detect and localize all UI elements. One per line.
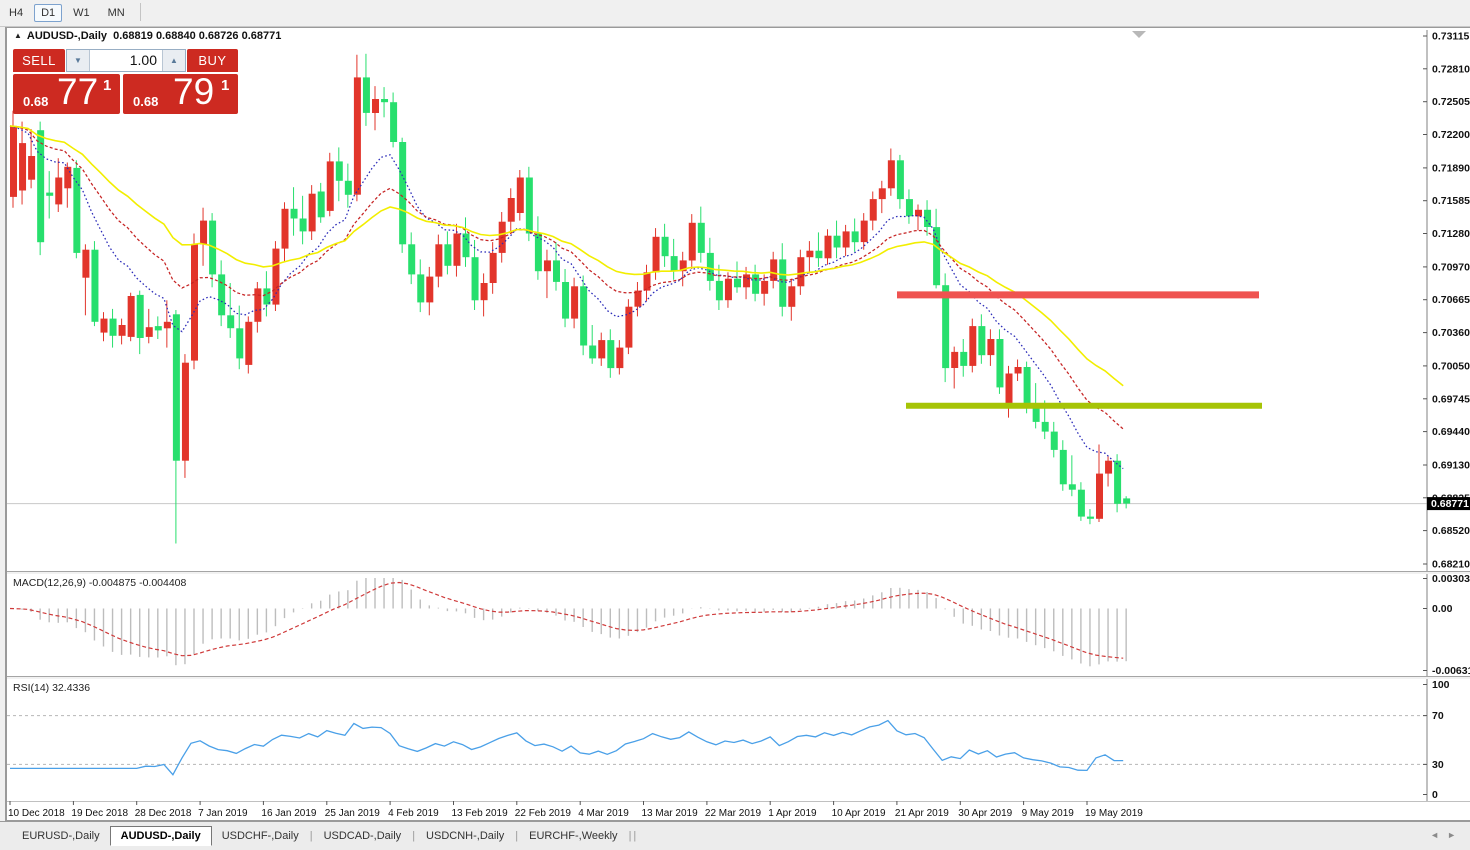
date-axis[interactable]: 10 Dec 2018 19 Dec 2018 28 Dec 2018 7 Jan 2… [7,800,1470,822]
rsi-svg: 100 70 30 0 RSI(14) 32.4336 [7,679,1450,801]
svg-text:0.69130: 0.69130 [1432,460,1470,472]
svg-text:21 Apr 2019: 21 Apr 2019 [895,808,949,819]
svg-text:9 May 2019: 9 May 2019 [1022,808,1075,819]
svg-text:4 Feb 2019: 4 Feb 2019 [388,808,439,819]
svg-text:0.70360: 0.70360 [1432,327,1470,339]
collapse-trade-panel-icon[interactable]: ▲ [14,31,22,40]
tab-scroll-left-icon[interactable]: ◄ [1430,830,1448,840]
svg-text:30 Apr 2019: 30 Apr 2019 [958,808,1012,819]
timeframe-button-d1[interactable]: D1 [34,4,63,22]
chart-title: ▲ AUDUSD-,Daily 0.68819 0.68840 0.68726 0… [14,30,281,42]
svg-text:0.68771: 0.68771 [1431,498,1469,510]
svg-text:22 Mar 2019: 22 Mar 2019 [705,808,762,819]
toolbar-separator [139,2,141,21]
svg-text:0.70970: 0.70970 [1432,261,1470,273]
main-price-pane[interactable]: 0.73115 0.72810 0.72505 0.72200 0.71890 0.715… [7,30,1470,571]
chart-symbol-label: AUDUSD-,Daily [26,30,107,42]
svg-text:0.69745: 0.69745 [1432,393,1470,405]
volume-stepper: ▼ 1.00 ▲ [66,49,186,72]
sell-price-small: 0.68 [23,94,49,109]
svg-text:100: 100 [1432,679,1450,691]
volume-up-icon[interactable]: ▲ [162,50,185,71]
svg-text:0.72810: 0.72810 [1432,63,1470,75]
svg-text:0.70665: 0.70665 [1432,294,1470,306]
svg-text:7 Jan 2019: 7 Jan 2019 [198,808,248,819]
svg-text:0.69440: 0.69440 [1432,426,1470,438]
buy-price-small: 0.68 [133,94,159,109]
symbol-tab-eurchf[interactable]: EURCHF-,Weekly [529,830,618,842]
svg-text:19 Dec 2018: 19 Dec 2018 [71,808,128,819]
svg-text:30: 30 [1432,759,1444,771]
timeframe-button-h4[interactable]: H4 [9,7,24,19]
pane-splitter[interactable] [7,571,1470,574]
chart-ohlc-values: 0.68819 0.68840 0.68726 0.68771 [113,30,282,42]
timeframe-button-mn[interactable]: MN [107,7,125,19]
tab-scroll-right-icon[interactable]: ► [1447,830,1464,840]
volume-input[interactable]: 1.00 [129,52,157,68]
rsi-indicator-pane[interactable]: 100 70 30 0 RSI(14) 32.4336 [7,679,1470,801]
tab-separator: | [628,830,632,842]
svg-text:0.73115: 0.73115 [1432,31,1470,43]
svg-text:-0.006311: -0.006311 [1432,665,1470,676]
macd-svg: 0.003035 0.00 -0.006311 MACD(12,26,9) -0.00… [9,573,1470,677]
svg-text:0.70050: 0.70050 [1432,360,1470,372]
buy-price-button[interactable]: 0.68 79 1 [123,71,238,114]
tab-separator: | [309,830,313,842]
rsi-label: RSI(14) 32.4336 [13,682,90,694]
svg-text:4 Mar 2019: 4 Mar 2019 [578,808,629,819]
svg-text:0.003035: 0.003035 [1432,574,1470,585]
svg-text:0.72505: 0.72505 [1432,96,1470,108]
candles [10,53,1131,544]
current-price-tag [1427,497,1470,511]
macd-indicator-pane[interactable]: 0.003035 0.00 -0.006311 MACD(12,26,9) -0.00… [7,573,1470,677]
price-chart-svg: 0.73115 0.72810 0.72505 0.72200 0.71890 0.715… [7,30,1470,571]
svg-text:0.68210: 0.68210 [1432,559,1470,571]
svg-text:0.00: 0.00 [1432,603,1453,615]
buy-price-big: 79 [173,71,215,112]
symbol-tab-usdcad[interactable]: USDCAD-,Daily [323,830,402,842]
svg-text:25 Jan 2019: 25 Jan 2019 [325,808,380,819]
buy-price-pip: 1 [221,77,230,94]
svg-text:0.71280: 0.71280 [1432,228,1470,240]
pane-splitter[interactable] [7,676,1470,679]
symbol-tab-audusd[interactable]: AUDUSD-,Daily [109,826,212,846]
svg-text:22 Feb 2019: 22 Feb 2019 [515,808,572,819]
chart-window[interactable]: ▲ AUDUSD-,Daily 0.68819 0.68840 0.68726 0… [5,27,1470,821]
svg-text:0: 0 [1432,789,1438,801]
svg-text:13 Feb 2019: 13 Feb 2019 [452,808,509,819]
svg-text:0.68520: 0.68520 [1432,525,1470,537]
timeframe-button-w1[interactable]: W1 [73,7,90,19]
svg-text:19 May 2019: 19 May 2019 [1085,808,1143,819]
macd-label: MACD(12,26,9) -0.004875 -0.004408 [13,577,187,589]
svg-text:1 Apr 2019: 1 Apr 2019 [768,808,817,819]
svg-text:13 Mar 2019: 13 Mar 2019 [642,808,699,819]
svg-text:0.71890: 0.71890 [1432,162,1470,174]
buy-button[interactable]: BUY [187,49,238,72]
tab-separator: | [633,830,637,842]
svg-text:28 Dec 2018: 28 Dec 2018 [135,808,192,819]
svg-text:16 Jan 2019: 16 Jan 2019 [261,808,316,819]
tab-separator: | [515,830,519,842]
svg-text:10 Dec 2018: 10 Dec 2018 [8,808,65,819]
svg-text:10 Apr 2019: 10 Apr 2019 [832,808,886,819]
timeframe-toolbar: H4 D1 W1 MN [0,0,1470,27]
chart-shift-marker-icon [1132,31,1146,38]
svg-text:0.71585: 0.71585 [1432,195,1470,207]
symbol-tab-eurusd[interactable]: EURUSD-,Daily [22,830,100,842]
sell-price-pip: 1 [103,77,112,94]
symbol-tab-usdchf[interactable]: USDCHF-,Daily [221,830,299,842]
symbol-tab-usdcnh[interactable]: USDCNH-,Daily [426,830,505,842]
symbol-tabbar: EURUSD-,Daily AUDUSD-,Daily USDCHF-,Daily |… [0,821,1470,850]
date-axis-svg: 10 Dec 2018 19 Dec 2018 28 Dec 2018 7 Jan 2… [7,800,1470,819]
volume-down-icon[interactable]: ▼ [67,50,90,71]
svg-text:70: 70 [1432,710,1444,722]
tab-separator: | [412,830,416,842]
sell-button[interactable]: SELL [13,49,65,72]
sell-price-button[interactable]: 0.68 77 1 [13,71,120,114]
svg-text:0.72200: 0.72200 [1432,129,1470,141]
sell-price-big: 77 [57,71,99,112]
